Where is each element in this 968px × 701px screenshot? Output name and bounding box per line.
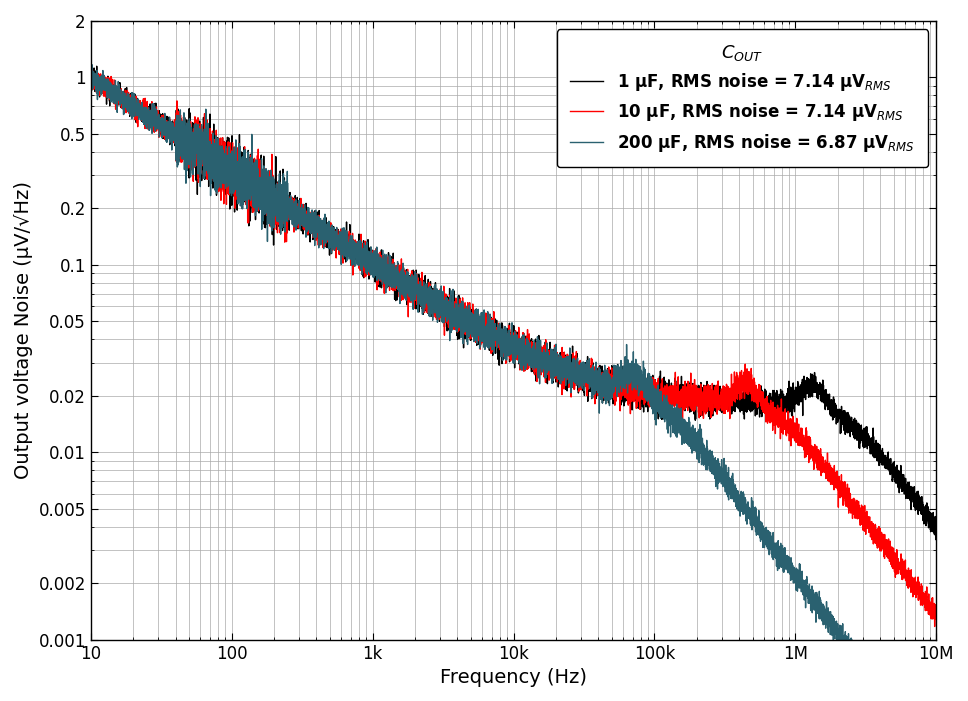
10 μF, RMS noise = 7.14 μV$_{RMS}$	[586, 367, 597, 376]
200 μF, RMS noise = 6.87 μV$_{RMS}$	[85, 68, 97, 76]
Y-axis label: Output voltage Noise (μV/√Hz): Output voltage Noise (μV/√Hz)	[14, 182, 33, 479]
1 μF, RMS noise = 7.14 μV$_{RMS}$	[128, 109, 139, 118]
1 μF, RMS noise = 7.14 μV$_{RMS}$	[586, 375, 597, 383]
1 μF, RMS noise = 7.14 μV$_{RMS}$	[930, 526, 942, 534]
Line: 10 μF, RMS noise = 7.14 μV$_{RMS}$: 10 μF, RMS noise = 7.14 μV$_{RMS}$	[91, 69, 936, 627]
1 μF, RMS noise = 7.14 μV$_{RMS}$	[85, 74, 97, 82]
200 μF, RMS noise = 6.87 μV$_{RMS}$	[757, 524, 769, 533]
200 μF, RMS noise = 6.87 μV$_{RMS}$	[128, 104, 139, 113]
1 μF, RMS noise = 7.14 μV$_{RMS}$	[711, 393, 723, 401]
Line: 1 μF, RMS noise = 7.14 μV$_{RMS}$: 1 μF, RMS noise = 7.14 μV$_{RMS}$	[91, 66, 936, 540]
10 μF, RMS noise = 7.14 μV$_{RMS}$	[930, 608, 942, 616]
1 μF, RMS noise = 7.14 μV$_{RMS}$	[91, 62, 103, 70]
10 μF, RMS noise = 7.14 μV$_{RMS}$	[85, 83, 97, 92]
10 μF, RMS noise = 7.14 μV$_{RMS}$	[757, 388, 769, 396]
Line: 200 μF, RMS noise = 6.87 μV$_{RMS}$: 200 μF, RMS noise = 6.87 μV$_{RMS}$	[91, 64, 936, 701]
1 μF, RMS noise = 7.14 μV$_{RMS}$	[391, 275, 403, 284]
10 μF, RMS noise = 7.14 μV$_{RMS}$	[128, 97, 139, 106]
X-axis label: Frequency (Hz): Frequency (Hz)	[440, 668, 587, 687]
10 μF, RMS noise = 7.14 μV$_{RMS}$	[622, 392, 634, 400]
200 μF, RMS noise = 6.87 μV$_{RMS}$	[622, 367, 634, 375]
1 μF, RMS noise = 7.14 μV$_{RMS}$	[757, 399, 769, 407]
200 μF, RMS noise = 6.87 μV$_{RMS}$	[586, 374, 597, 382]
1 μF, RMS noise = 7.14 μV$_{RMS}$	[930, 536, 942, 544]
10 μF, RMS noise = 7.14 μV$_{RMS}$	[929, 622, 941, 631]
10 μF, RMS noise = 7.14 μV$_{RMS}$	[391, 272, 403, 280]
10 μF, RMS noise = 7.14 μV$_{RMS}$	[86, 65, 98, 74]
200 μF, RMS noise = 6.87 μV$_{RMS}$	[391, 271, 403, 280]
200 μF, RMS noise = 6.87 μV$_{RMS}$	[711, 479, 723, 488]
10 μF, RMS noise = 7.14 μV$_{RMS}$	[711, 401, 723, 409]
1 μF, RMS noise = 7.14 μV$_{RMS}$	[622, 398, 634, 407]
Legend: 1 μF, RMS noise = 7.14 μV$_{RMS}$, 10 μF, RMS noise = 7.14 μV$_{RMS}$, 200 μF, R: 1 μF, RMS noise = 7.14 μV$_{RMS}$, 10 μF…	[557, 29, 928, 167]
200 μF, RMS noise = 6.87 μV$_{RMS}$	[86, 60, 98, 69]
